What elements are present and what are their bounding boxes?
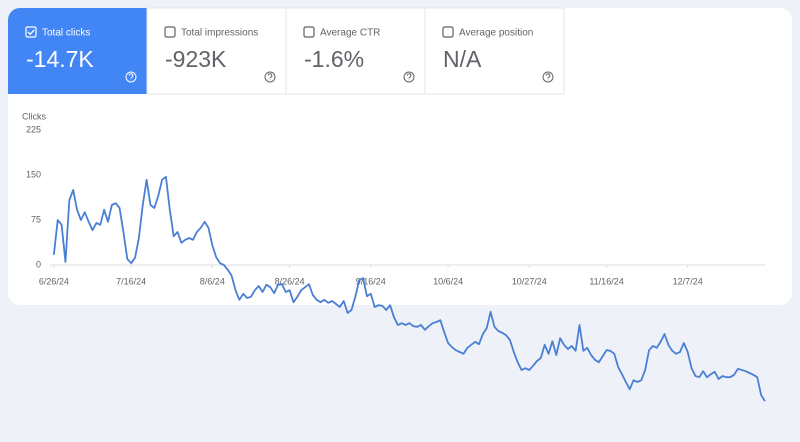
x-tick-label: 6/26/24 xyxy=(39,276,69,286)
help-icon-glyph xyxy=(406,73,412,81)
checkbox[interactable] xyxy=(164,26,176,38)
y-tick-label: 0 xyxy=(36,259,41,269)
checkbox[interactable] xyxy=(303,26,315,38)
help-icon[interactable] xyxy=(125,71,137,83)
tile-bg xyxy=(8,8,147,94)
chart: 0 75 150 225 6/26/24 7/16/24 8/6/24 8/26/24 9/16… xyxy=(26,124,766,402)
tile-value: N/A xyxy=(443,46,482,72)
x-tick-label: 12/7/24 xyxy=(673,276,703,286)
tile-label: Average CTR xyxy=(320,28,380,39)
checkbox[interactable] xyxy=(25,26,37,38)
x-tick-label: 8/6/24 xyxy=(200,276,225,286)
checkmark xyxy=(27,29,35,36)
x-tick-label: 7/16/24 xyxy=(116,276,146,286)
tile-value: -14.7K xyxy=(26,46,94,72)
y-tick-label: 150 xyxy=(26,169,41,179)
tile-value: -1.6% xyxy=(304,46,364,72)
y-axis-label: Clicks xyxy=(22,111,46,121)
help-icon[interactable] xyxy=(264,71,276,83)
x-tick-label: 10/6/24 xyxy=(433,276,463,286)
x-tick-label: 11/16/24 xyxy=(589,276,623,286)
help-icon-glyph xyxy=(267,73,273,81)
help-icon[interactable] xyxy=(542,71,554,83)
metric-tile[interactable]: Average position N/A xyxy=(424,7,565,95)
help-icon-glyph xyxy=(545,73,551,81)
tile-bg xyxy=(424,7,565,95)
metric-tile[interactable]: Total impressions -923K xyxy=(146,7,287,95)
x-tick-label: 10/27/24 xyxy=(512,276,547,286)
metric-tile[interactable]: Total clicks -14.7K xyxy=(8,8,147,94)
series-line xyxy=(52,175,766,402)
metric-tiles: Total clicks -14.7K Total impressions -923K… xyxy=(8,7,565,95)
tile-value: -923K xyxy=(165,46,227,72)
checkbox[interactable] xyxy=(442,26,454,38)
tile-label: Total clicks xyxy=(42,28,90,39)
y-tick-label: 225 xyxy=(26,124,41,134)
tile-label: Total impressions xyxy=(181,28,258,39)
y-tick-label: 75 xyxy=(31,214,41,224)
help-icon-glyph xyxy=(128,73,134,81)
x-tick-label: 9/16/24 xyxy=(356,276,386,286)
x-tick-label: 8/26/24 xyxy=(275,276,305,286)
metric-tile[interactable]: Average CTR -1.6% xyxy=(285,7,426,95)
tile-label: Average position xyxy=(459,28,533,39)
help-icon[interactable] xyxy=(403,71,415,83)
tile-bg xyxy=(285,7,426,95)
